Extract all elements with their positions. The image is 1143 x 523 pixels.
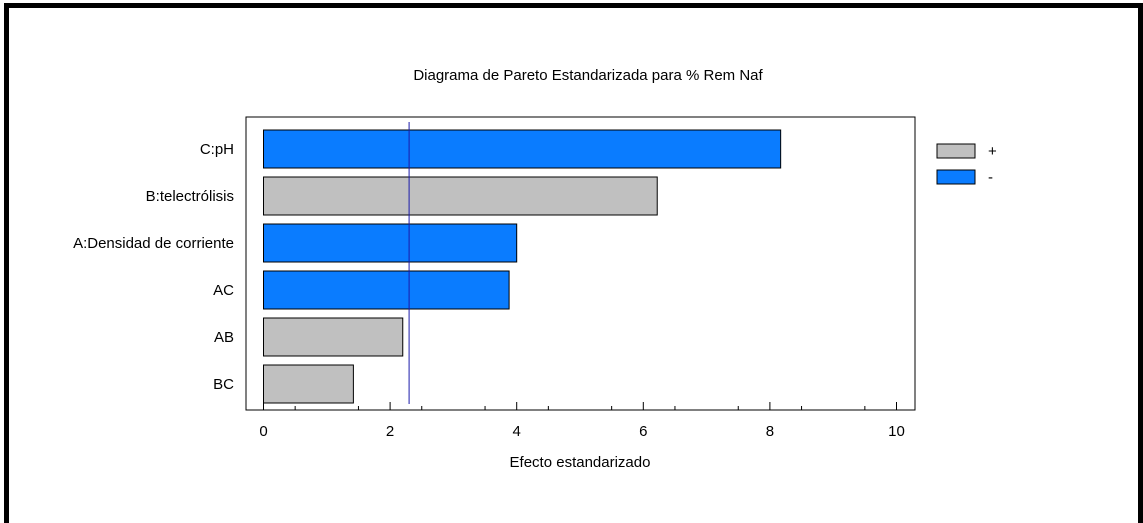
- x-tick-label: 8: [766, 423, 774, 440]
- category-label: B:telectrólisis: [146, 188, 234, 205]
- legend-swatch: [936, 143, 976, 159]
- x-tick-label: 4: [513, 423, 521, 440]
- bar: [263, 129, 782, 169]
- category-label: AC: [213, 282, 234, 299]
- bar: [263, 364, 354, 404]
- x-tick-label: 2: [386, 423, 394, 440]
- category-label: C:pH: [200, 141, 234, 158]
- x-axis-label: Efecto estandarizado: [510, 454, 651, 471]
- bar: [263, 317, 404, 357]
- legend-label: -: [988, 169, 993, 186]
- category-label: BC: [213, 376, 234, 393]
- bar: [263, 270, 510, 310]
- category-labels-group: C:pH B:telectrólisis A:Densidad de corrien…: [73, 141, 234, 393]
- category-label: AB: [214, 329, 234, 346]
- category-label: A:Densidad de corriente: [73, 235, 234, 252]
- x-tick-label: 6: [639, 423, 647, 440]
- x-tick-label: 0: [259, 423, 267, 440]
- x-tick-label: 10: [888, 423, 905, 440]
- bars-group: [263, 129, 782, 404]
- chart-title: Diagrama de Pareto Estandarizada para % …: [413, 67, 763, 84]
- legend-label: +: [988, 143, 997, 160]
- chart-frame: [4, 3, 1143, 523]
- legend-swatch: [936, 169, 976, 185]
- bar: [263, 223, 518, 263]
- x-ticks-group: 0 2 4 6 8 10: [259, 402, 905, 440]
- bar: [263, 176, 658, 216]
- legend: +-: [936, 143, 997, 186]
